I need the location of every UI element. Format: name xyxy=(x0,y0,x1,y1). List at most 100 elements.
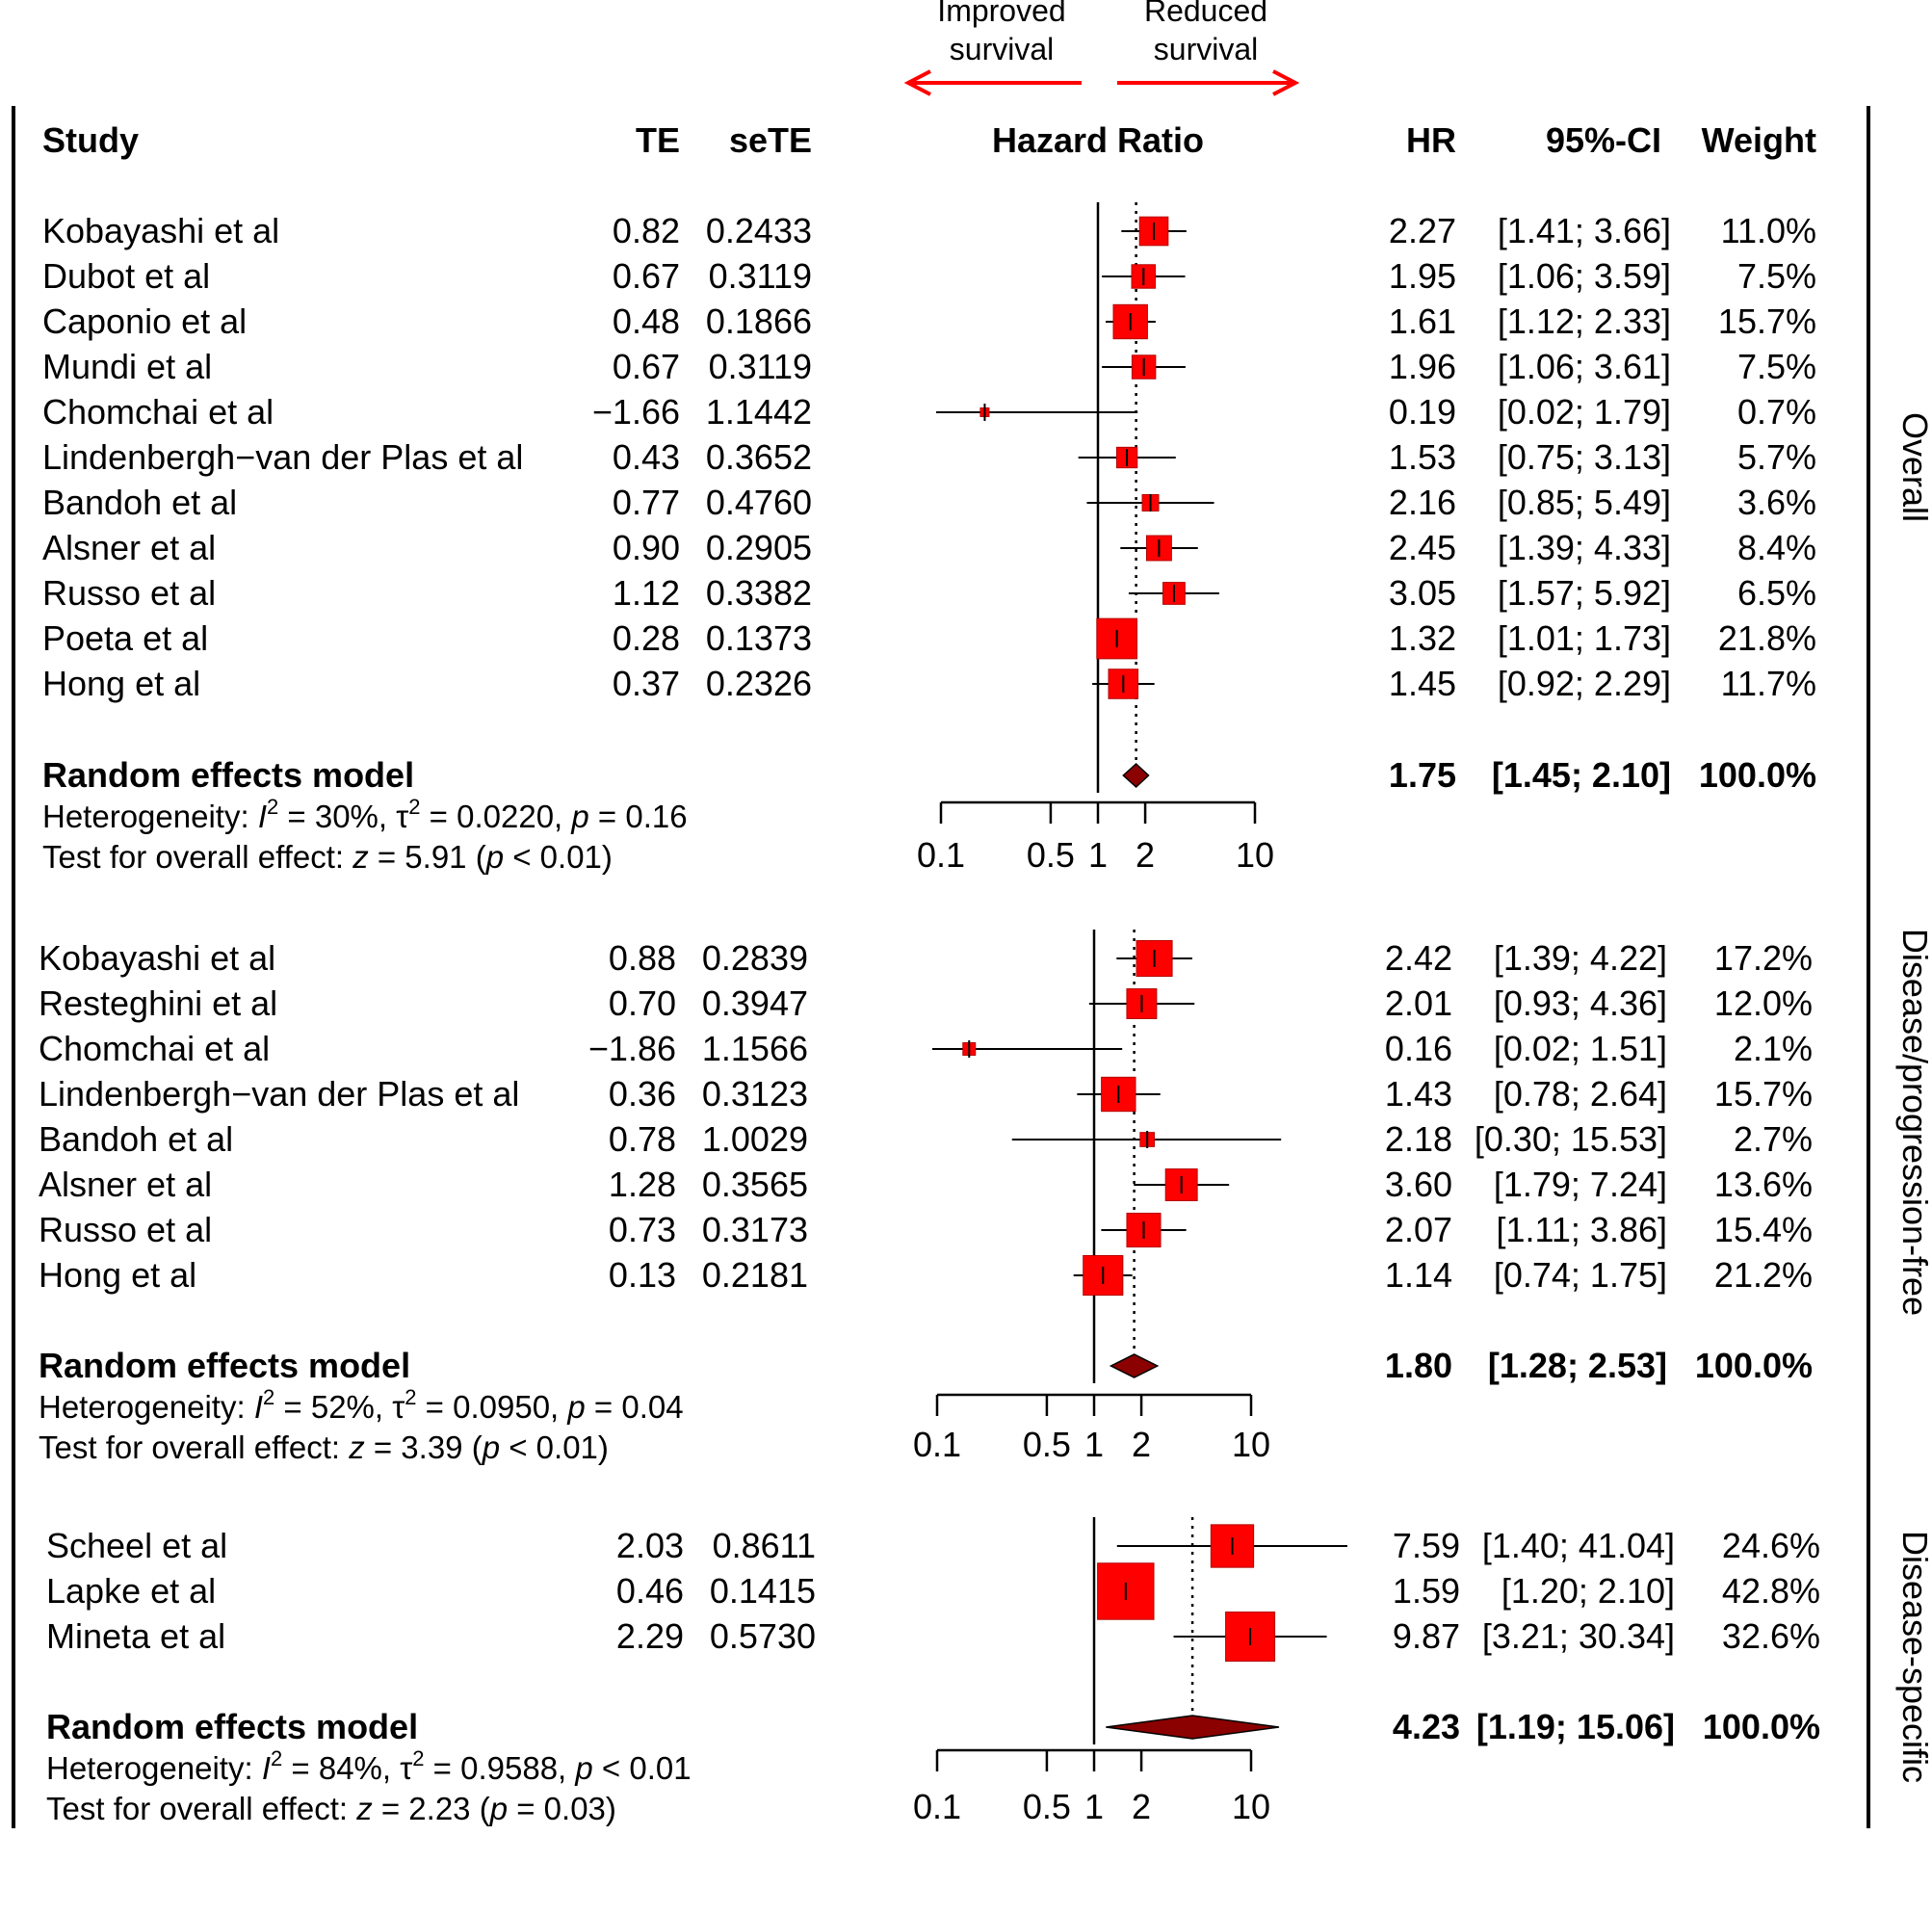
panel-1: Kobayashi et al 0.82 0.2433 2.27 [1.41; 3.66… xyxy=(42,202,1932,875)
te-value: 0.70 xyxy=(609,983,676,1023)
sete-value: 1.1442 xyxy=(706,392,812,432)
weight-value: 42.8% xyxy=(1722,1571,1820,1611)
study-name: Scheel et al xyxy=(46,1526,227,1565)
study-box xyxy=(1112,303,1148,340)
pooled-label: Random effects model xyxy=(46,1707,418,1746)
ci-value: [1.39; 4.33] xyxy=(1498,528,1671,567)
sete-value: 0.2905 xyxy=(706,528,812,567)
sete-value: 0.2433 xyxy=(706,211,812,250)
hr-value: 1.32 xyxy=(1389,618,1456,658)
sete-value: 0.1866 xyxy=(706,302,812,341)
ci-value: [1.01; 1.73] xyxy=(1498,618,1671,658)
sete-value: 0.1415 xyxy=(710,1571,816,1611)
ci-value: [1.20; 2.10] xyxy=(1501,1571,1675,1611)
x-tick-label: 2 xyxy=(1136,835,1155,875)
pooled-diamond xyxy=(1106,1715,1280,1740)
ci-value: [3.21; 30.34] xyxy=(1482,1616,1675,1656)
te-value: 0.48 xyxy=(613,302,680,341)
pooled-diamond xyxy=(1109,1353,1160,1378)
ci-value: [0.93; 4.36] xyxy=(1494,983,1667,1023)
sete-value: 0.3565 xyxy=(702,1165,808,1204)
hr-value: 7.59 xyxy=(1393,1526,1460,1565)
pooled-weight: 100.0% xyxy=(1703,1707,1820,1746)
sete-value: 0.2326 xyxy=(706,664,812,703)
hr-value: 3.60 xyxy=(1385,1165,1452,1204)
te-value: 0.36 xyxy=(609,1074,676,1114)
hr-value: 1.59 xyxy=(1393,1571,1460,1611)
sete-value: 0.3119 xyxy=(709,347,812,386)
weight-value: 13.6% xyxy=(1714,1165,1813,1204)
hr-value: 0.19 xyxy=(1389,392,1456,432)
weight-value: 6.5% xyxy=(1737,573,1816,613)
x-tick-label: 0.5 xyxy=(1027,835,1075,875)
sete-value: 0.4760 xyxy=(706,483,812,522)
weight-value: 5.7% xyxy=(1737,437,1816,477)
study-name: Mineta et al xyxy=(46,1616,225,1656)
ci-value: [0.02; 1.79] xyxy=(1498,392,1671,432)
hr-value: 2.16 xyxy=(1389,483,1456,522)
ci-value: [1.39; 4.22] xyxy=(1494,938,1667,978)
header-weight: Weight xyxy=(1702,120,1816,160)
study-name: Kobayashi et al xyxy=(42,211,279,250)
header-sete: seTE xyxy=(729,120,812,160)
weight-value: 3.6% xyxy=(1737,483,1816,522)
weight-value: 21.2% xyxy=(1714,1255,1813,1295)
study-name: Lapke et al xyxy=(46,1571,216,1611)
hr-value: 2.01 xyxy=(1385,983,1452,1023)
ci-value: [0.75; 3.13] xyxy=(1498,437,1671,477)
hr-value: 2.42 xyxy=(1385,938,1452,978)
pooled-ci: [1.28; 2.53] xyxy=(1488,1346,1667,1385)
weight-value: 11.0% xyxy=(1721,211,1816,250)
study-name: Alsner et al xyxy=(39,1165,212,1204)
x-tick-label: 1 xyxy=(1084,1425,1104,1464)
ci-value: [1.41; 3.66] xyxy=(1498,211,1671,250)
panel-side-label: Disease-specific xyxy=(1895,1531,1932,1783)
weight-value: 7.5% xyxy=(1737,347,1816,386)
ci-value: [1.79; 7.24] xyxy=(1494,1165,1667,1204)
te-value: 0.73 xyxy=(609,1210,676,1249)
weight-value: 8.4% xyxy=(1737,528,1816,567)
study-name: Lindenbergh−van der Plas et al xyxy=(42,437,523,477)
ci-value: [1.57; 5.92] xyxy=(1498,573,1671,613)
te-value: −1.66 xyxy=(592,392,680,432)
x-tick-label: 2 xyxy=(1132,1425,1151,1464)
study-name: Russo et al xyxy=(39,1210,212,1249)
pooled-ci: [1.45; 2.10] xyxy=(1492,755,1671,795)
hr-value: 2.45 xyxy=(1389,528,1456,567)
hr-value: 2.27 xyxy=(1389,211,1456,250)
heterogeneity-text: Heterogeneity: I2 = 30%, τ2 = 0.0220, p … xyxy=(42,795,688,834)
sete-value: 0.3652 xyxy=(706,437,812,477)
pooled-diamond xyxy=(1122,762,1150,789)
study-name: Dubot et al xyxy=(42,256,210,296)
te-value: 0.43 xyxy=(613,437,680,477)
study-name: Russo et al xyxy=(42,573,216,613)
x-tick-label: 1 xyxy=(1084,1787,1104,1826)
study-name: Mundi et al xyxy=(42,347,212,386)
study-name: Chomchai et al xyxy=(39,1029,270,1068)
pooled-hr: 1.80 xyxy=(1385,1346,1452,1385)
te-value: 0.13 xyxy=(609,1255,676,1295)
study-name: Bandoh et al xyxy=(39,1119,233,1159)
ci-value: [0.78; 2.64] xyxy=(1494,1074,1667,1114)
panel-side-label: Disease/progression-free xyxy=(1895,929,1932,1316)
x-tick-label: 10 xyxy=(1232,1425,1270,1464)
header-ci: 95%-CI xyxy=(1546,120,1661,160)
hr-value: 1.45 xyxy=(1389,664,1456,703)
te-value: 2.29 xyxy=(616,1616,684,1656)
reduced-arrow-head xyxy=(1272,69,1300,96)
hr-value: 1.14 xyxy=(1385,1255,1452,1295)
hr-value: 1.95 xyxy=(1389,256,1456,296)
x-tick-label: 1 xyxy=(1088,835,1108,875)
te-value: 0.46 xyxy=(616,1571,684,1611)
te-value: 0.90 xyxy=(613,528,680,567)
sete-value: 0.3382 xyxy=(706,573,812,613)
sete-value: 0.3173 xyxy=(702,1210,808,1249)
pooled-hr: 1.75 xyxy=(1389,755,1456,795)
weight-value: 17.2% xyxy=(1714,938,1813,978)
weight-value: 11.7% xyxy=(1721,664,1816,703)
sete-value: 0.3123 xyxy=(702,1074,808,1114)
study-name: Hong et al xyxy=(42,664,200,703)
overall-effect-text: Test for overall effect: z = 3.39 (p < 0… xyxy=(39,1429,609,1465)
weight-value: 2.1% xyxy=(1734,1029,1813,1068)
